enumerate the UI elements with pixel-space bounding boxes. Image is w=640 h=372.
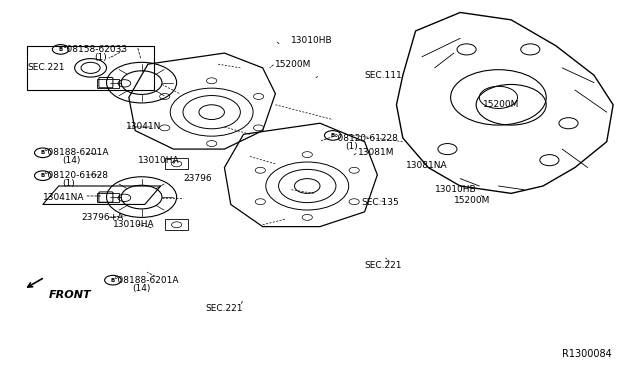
Text: 15200M: 15200M — [454, 196, 490, 205]
Bar — [97, 193, 119, 202]
Bar — [97, 79, 119, 88]
Text: °08120-61228: °08120-61228 — [333, 134, 397, 142]
Text: 13010HA: 13010HA — [113, 220, 154, 229]
Bar — [165, 158, 188, 169]
Text: 13081NA: 13081NA — [406, 161, 447, 170]
Text: B: B — [41, 150, 45, 155]
Text: B: B — [41, 173, 45, 178]
Text: (1): (1) — [94, 53, 106, 62]
Text: °08188-6201A: °08188-6201A — [43, 148, 108, 157]
Text: 23796: 23796 — [183, 174, 212, 183]
Text: (14): (14) — [62, 156, 80, 166]
Text: SEC.221: SEC.221 — [205, 304, 243, 313]
Text: 15200M: 15200M — [483, 100, 519, 109]
Text: °08158-62033: °08158-62033 — [62, 45, 127, 54]
Text: 13041NA: 13041NA — [43, 193, 84, 202]
Text: SEC.221: SEC.221 — [27, 63, 65, 72]
Text: B: B — [111, 278, 115, 283]
Text: (14): (14) — [132, 284, 150, 293]
Text: SEC.221: SEC.221 — [365, 261, 402, 270]
Text: R1300084: R1300084 — [562, 349, 612, 359]
Text: (1): (1) — [62, 179, 75, 188]
Text: SEC.111: SEC.111 — [365, 71, 403, 80]
Bar — [165, 219, 188, 230]
Text: 13081M: 13081M — [358, 148, 395, 157]
Text: °08120-61628: °08120-61628 — [43, 171, 108, 180]
Text: FRONT: FRONT — [49, 290, 92, 300]
Text: °08188-6201A: °08188-6201A — [113, 276, 179, 285]
Text: (1): (1) — [346, 142, 358, 151]
Text: B: B — [58, 47, 63, 52]
Text: 23796+A: 23796+A — [81, 213, 124, 222]
Text: 13010HA: 13010HA — [138, 155, 180, 165]
Text: 13041N: 13041N — [125, 122, 161, 131]
Text: 13010HB: 13010HB — [291, 36, 333, 45]
Text: SEC.135: SEC.135 — [362, 198, 399, 207]
Text: 15200M: 15200M — [275, 60, 312, 69]
Text: 13010HB: 13010HB — [435, 185, 476, 194]
Text: B: B — [331, 133, 335, 138]
